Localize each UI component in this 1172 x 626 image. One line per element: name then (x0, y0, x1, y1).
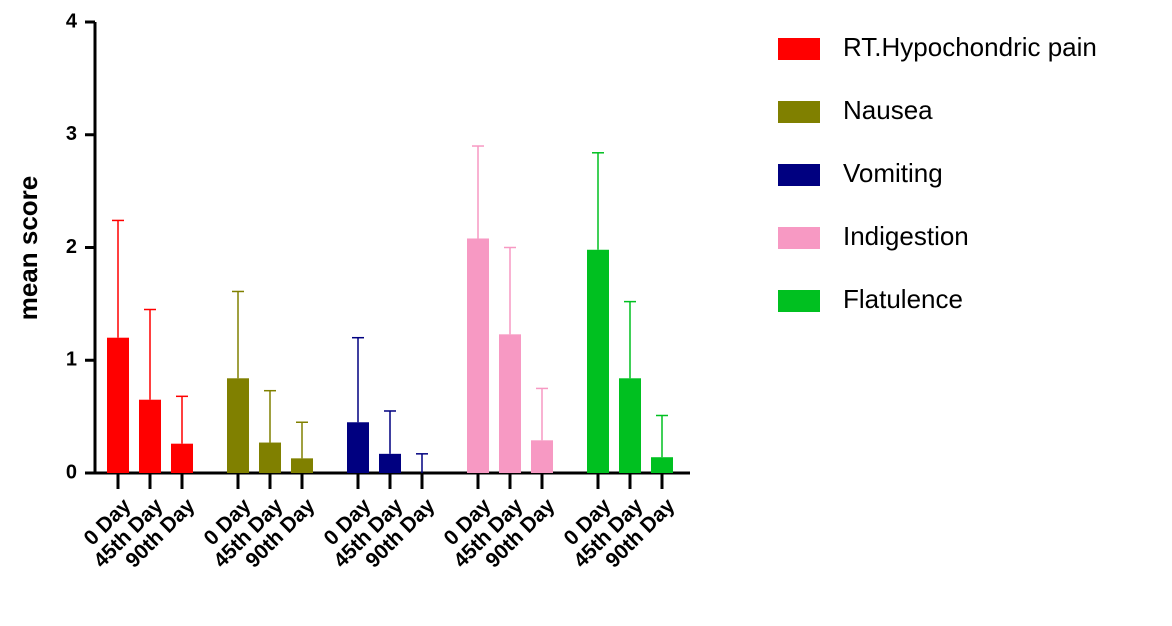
chart: mean score 012340 Day45th Day90th DayRT.… (0, 0, 1172, 626)
bar (379, 454, 401, 473)
bar (467, 238, 489, 473)
bar (171, 444, 193, 473)
bar (531, 440, 553, 473)
legend-swatch (778, 38, 820, 60)
legend-swatch (778, 101, 820, 123)
bar (499, 334, 521, 473)
bar (651, 457, 673, 473)
legend-label: Flatulence (843, 284, 963, 314)
bar (619, 378, 641, 473)
y-tick-label: 2 (66, 236, 77, 258)
legend-swatch (778, 164, 820, 186)
y-tick-label: 1 (66, 349, 77, 371)
bar (107, 338, 129, 473)
bar (259, 443, 281, 473)
legend-swatch (778, 290, 820, 312)
bar (139, 400, 161, 473)
bar (347, 422, 369, 473)
bar (291, 458, 313, 473)
legend-label: RT.Hypochondric pain (843, 32, 1097, 62)
y-tick-label: 3 (66, 123, 77, 145)
bar (587, 250, 609, 473)
bar (227, 378, 249, 473)
y-axis-label: mean score (13, 176, 43, 321)
legend-label: Indigestion (843, 221, 969, 251)
legend-label: Vomiting (843, 158, 943, 188)
y-tick-label: 4 (66, 10, 78, 32)
y-tick-label: 0 (66, 461, 77, 483)
legend-swatch (778, 227, 820, 249)
legend-label: Nausea (843, 95, 933, 125)
